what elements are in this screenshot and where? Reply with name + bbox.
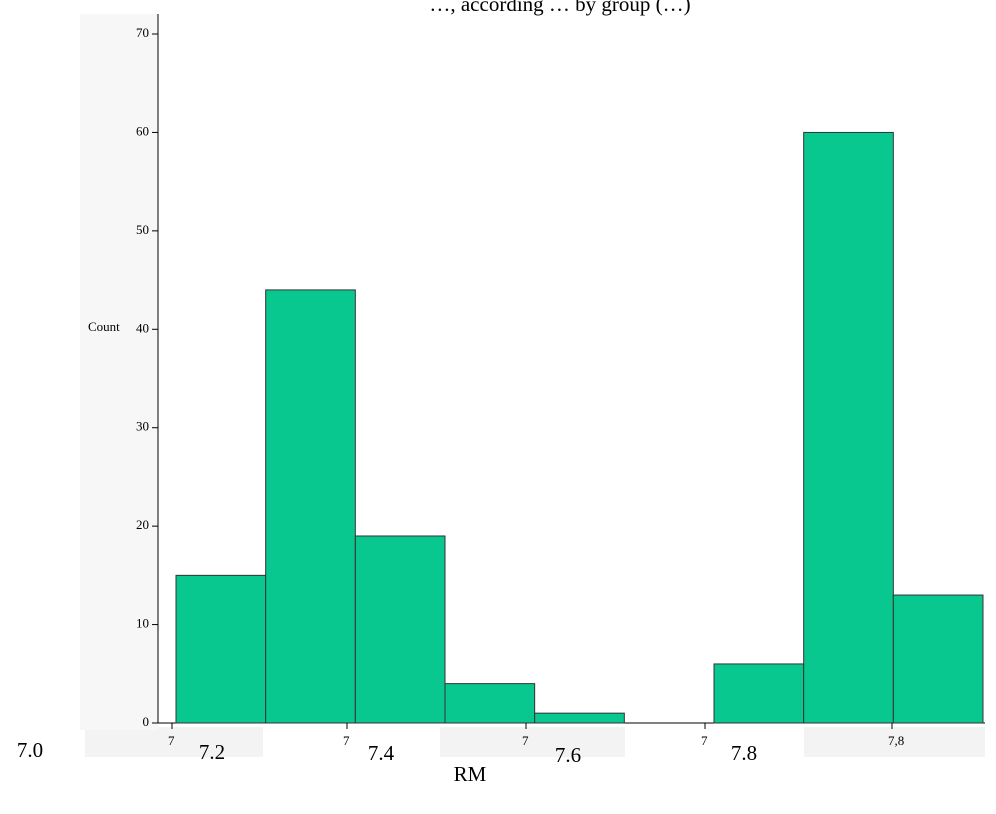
y-tick-label: 20 [136,517,149,532]
y-tick-label: 10 [136,616,149,631]
y-tick-label: 70 [136,25,149,40]
y-tick-label: 40 [136,320,149,335]
bar [713,663,805,724]
y-tick-label: 60 [136,123,149,138]
overlay-label: 7.6 [555,743,581,767]
bar [444,683,536,724]
chart-title: …, according … by group (…) [429,0,690,16]
bar [175,574,267,724]
bar [265,289,356,724]
x-tick-label: 7 [343,733,350,748]
y-tick-label: 30 [136,419,149,434]
label-band [85,727,263,757]
overlay-label: 7.4 [368,741,395,765]
x-tick-label: 7,8 [888,733,904,748]
overlay-label: 7.0 [17,738,43,762]
label-band [440,727,625,757]
x-tick-label: 7 [701,733,708,748]
x-tick-label: 7 [168,733,175,748]
x-axis-label: RM [454,762,487,786]
axis-band [80,14,158,730]
y-tick-label: 50 [136,222,149,237]
bar [534,712,625,724]
x-tick-label: 7 [522,733,529,748]
bar [354,535,446,724]
bar [892,594,984,724]
y-tick-label: 0 [143,714,150,729]
y-axis-label: Count [88,319,120,334]
bar [803,131,894,724]
label-band [804,727,985,757]
overlay-label: 7.8 [731,741,757,765]
overlay-label: 7.2 [199,740,225,764]
